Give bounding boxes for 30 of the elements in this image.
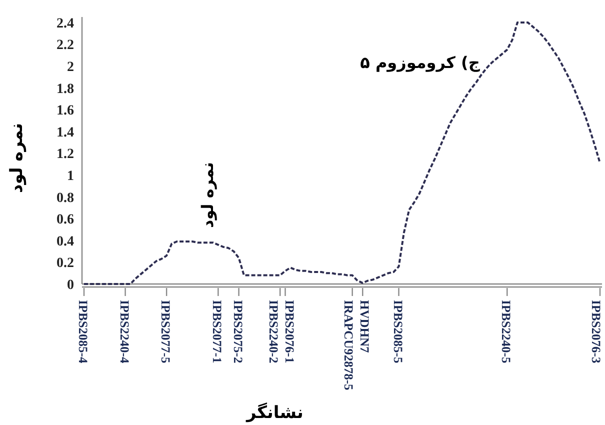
- annotation: ج) کروموزوم ۵: [360, 53, 480, 72]
- y-tick-label: 2.4: [56, 16, 74, 32]
- x-tick-label: IPBS2076-1: [282, 300, 297, 364]
- y-tick-label: 1.2: [56, 147, 74, 162]
- y-tick-label: 0.6: [56, 212, 74, 228]
- y-tick-label: 2: [67, 60, 74, 76]
- x-tick-label: IPBS2076-3: [589, 300, 603, 364]
- x-tick-label: IPBS2077-5: [158, 300, 173, 364]
- x-tick-label: IPBS2240-2: [266, 300, 281, 364]
- y-tick-label: 1.8: [56, 82, 74, 97]
- x-tick-label: IPBS2077-1: [210, 300, 224, 364]
- x-tick-label: IPBS2075-2: [230, 300, 245, 364]
- x-tick-label: IPBS2085-5: [390, 300, 405, 364]
- y-tick-label: 0: [67, 278, 74, 293]
- x-tick-label: IPBS2240-5: [499, 300, 514, 364]
- x-tick-label: IRAPCU92878-5: [341, 300, 356, 390]
- y-axis-title: نمره لود: [7, 122, 27, 194]
- x-tick-label: IPBS2240-4: [117, 300, 132, 364]
- line-series: [83, 21, 601, 285]
- y-tick-label: 1: [67, 169, 74, 184]
- annotation: نمره لود: [198, 162, 217, 228]
- y-tick-label: 1.4: [56, 125, 74, 140]
- y-tick-label: 2.2: [56, 38, 74, 54]
- x-tick-label: IPBS2085-4: [76, 300, 90, 364]
- y-tick-label: 0.8: [56, 190, 74, 206]
- y-tick-label: 0.4: [56, 234, 74, 250]
- y-tick-label: 1.6: [56, 104, 74, 119]
- x-axis-title: نشانگر: [246, 402, 304, 423]
- y-tick-label: 0.2: [56, 256, 74, 272]
- x-tick-label: HVDHN7: [357, 300, 372, 353]
